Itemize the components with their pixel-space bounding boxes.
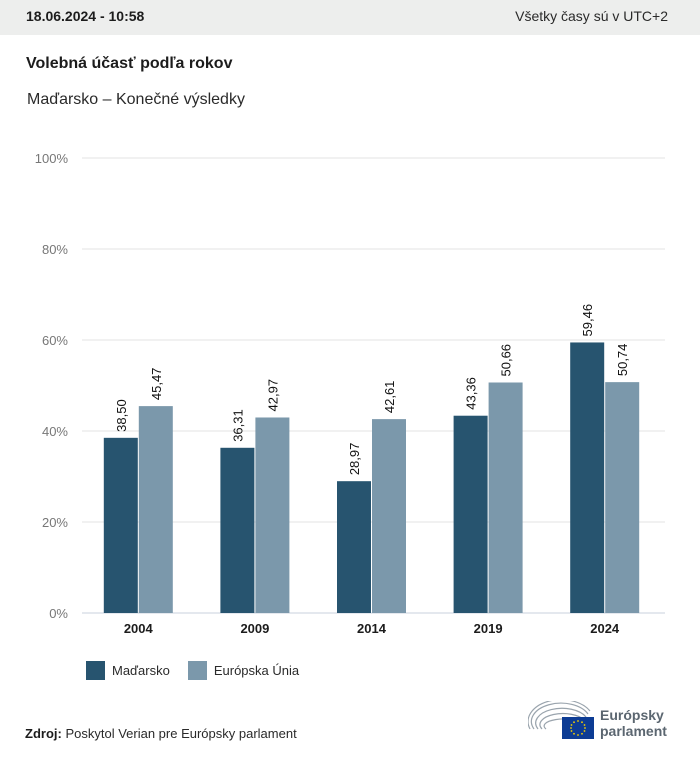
european-parliament-logo: Európsky parlament: [527, 699, 680, 741]
eu-flag-icon: [562, 717, 594, 739]
timezone-note: Všetky časy sú v UTC+2: [515, 8, 668, 24]
source-note: Zdroj: Poskytol Verian pre Európsky parl…: [25, 726, 297, 741]
x-axis-ticks: 2004 2009 2014 2019 2024: [124, 621, 620, 636]
data-label: 45,47: [149, 368, 164, 401]
bar-eu-2024: [605, 382, 640, 613]
data-label: 42,61: [382, 381, 397, 414]
bar-country-2014: [337, 481, 371, 613]
y-tick-label: 60%: [42, 333, 68, 348]
logo-text-line1: Európsky: [600, 707, 664, 723]
data-label: 28,97: [347, 443, 362, 476]
source-label: Zdroj:: [25, 726, 62, 741]
y-axis-ticks: 0% 20% 40% 60% 80% 100%: [35, 151, 69, 621]
x-tick-label: 2004: [124, 621, 154, 636]
data-label: 50,66: [499, 344, 514, 377]
bar-eu-2019: [488, 382, 523, 613]
legend-label-eu: Európska Únia: [213, 663, 300, 678]
legend-swatch-country: [86, 661, 105, 680]
chart-title: Volebná účasť podľa rokov: [26, 55, 233, 72]
source-text: Poskytol Verian pre Európsky parlament: [65, 726, 297, 741]
data-label: 36,31: [230, 409, 245, 442]
legend-swatch-eu: [187, 661, 207, 680]
data-label: 59,46: [580, 304, 595, 337]
hemicycle-icon: [527, 699, 594, 739]
y-tick-label: 40%: [42, 424, 68, 439]
x-tick-label: 2009: [240, 621, 269, 636]
x-tick-label: 2019: [474, 621, 503, 636]
legend: Maďarsko Európska Únia: [86, 661, 317, 680]
bar-eu-2009: [255, 417, 290, 613]
y-tick-label: 100%: [35, 151, 69, 166]
y-tick-label: 0%: [49, 606, 68, 621]
logo-text-line2: parlament: [600, 723, 667, 739]
legend-item-country[interactable]: Maďarsko: [86, 661, 170, 680]
bar-country-2009: [220, 447, 255, 613]
data-labels: 38,50 45,47 36,31 42,97 28,97 42,61 43,36 50,66…: [114, 304, 630, 475]
bar-eu-2014: [372, 419, 406, 613]
y-tick-label: 20%: [42, 515, 68, 530]
chart-subtitle: Maďarsko – Konečné výsledky: [27, 91, 245, 108]
legend-label-country: Maďarsko: [112, 663, 170, 678]
datetime-stamp: 18.06.2024 - 10:58: [26, 8, 145, 24]
data-label: 42,97: [265, 379, 280, 412]
y-tick-label: 80%: [42, 242, 68, 257]
top-bar: 18.06.2024 - 10:58 Všetky časy sú v UTC+…: [0, 0, 700, 35]
bars: [103, 342, 640, 613]
data-label: 38,50: [114, 399, 129, 432]
bar-country-2019: [453, 415, 488, 613]
bar-eu-2004: [138, 406, 173, 613]
bar-country-2004: [103, 437, 138, 613]
x-tick-label: 2024: [590, 621, 620, 636]
bar-chart: 0% 20% 40% 60% 80% 100% 38,50 45,47 36,31 42,97 2…: [35, 151, 665, 636]
x-tick-label: 2014: [357, 621, 387, 636]
data-label: 43,36: [464, 377, 479, 410]
data-label: 50,74: [615, 344, 630, 377]
bar-country-2024: [570, 342, 605, 613]
legend-item-eu[interactable]: Európska Únia: [187, 661, 300, 680]
